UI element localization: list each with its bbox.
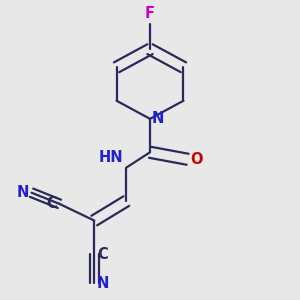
Text: N: N bbox=[97, 276, 110, 291]
Text: N: N bbox=[16, 185, 29, 200]
Text: C: C bbox=[97, 247, 108, 262]
Text: HN: HN bbox=[99, 150, 124, 165]
Text: F: F bbox=[145, 6, 155, 21]
Text: N: N bbox=[152, 111, 164, 126]
Text: O: O bbox=[190, 152, 203, 167]
Text: C: C bbox=[46, 196, 57, 211]
